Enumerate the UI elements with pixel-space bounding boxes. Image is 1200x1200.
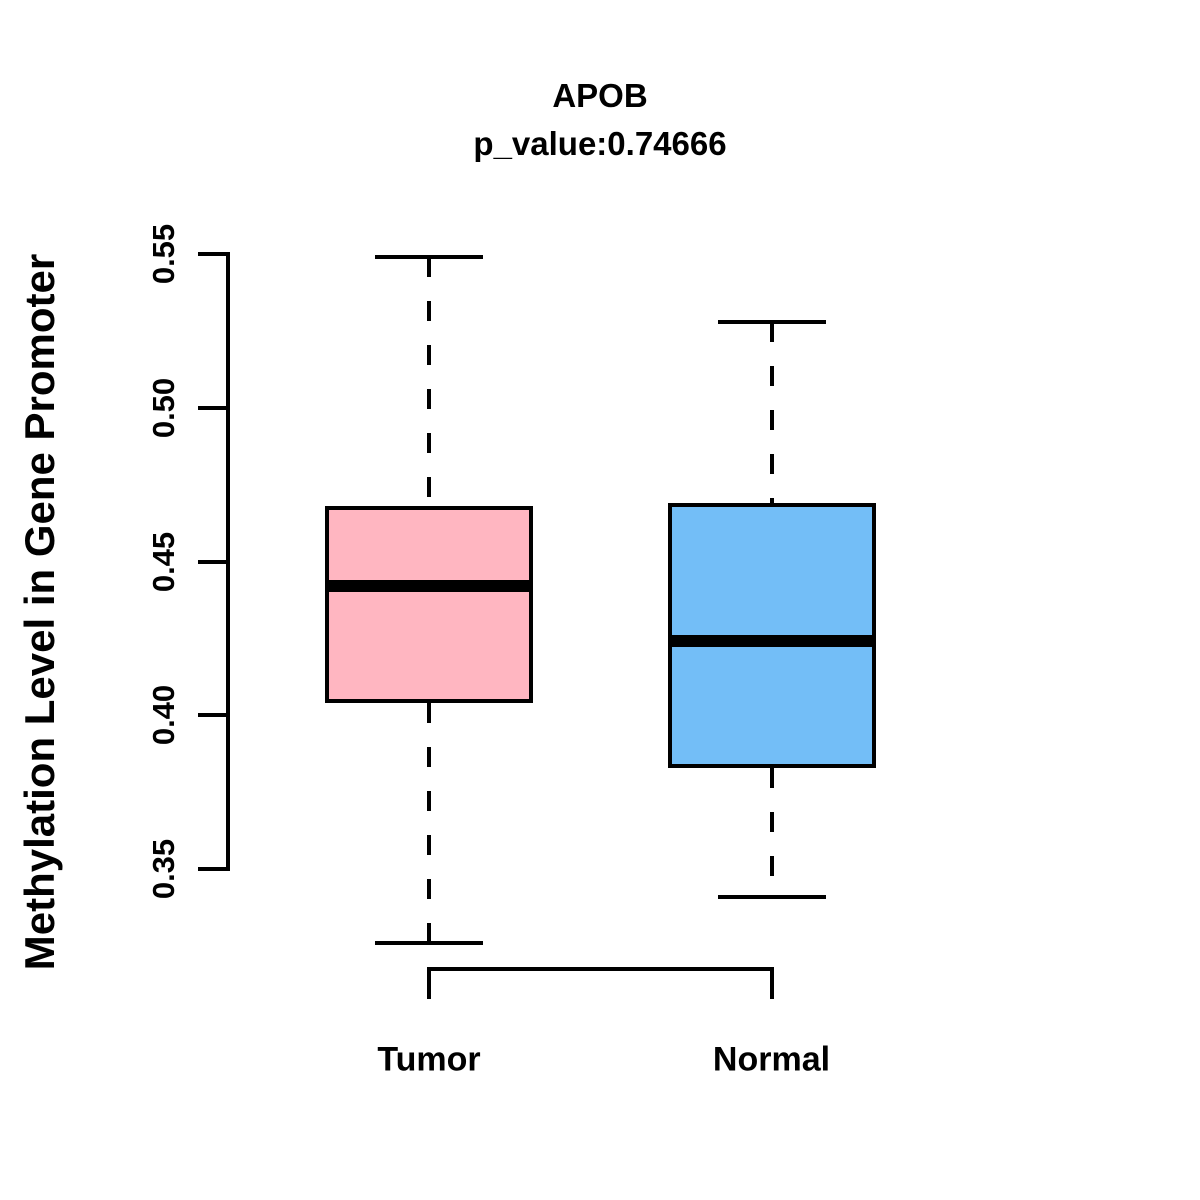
y-tick-0.55 [198,252,226,256]
y-tick-0.50 [198,405,226,410]
normal-median-line [667,635,876,648]
tumor-upper-whisker-cap [375,255,483,260]
normal-lower-whisker-cap [717,894,826,899]
y-tick-0.35 [198,867,226,871]
normal-upper-whisker-cap [717,319,826,324]
x-tick-label-tumor: Tumor [377,1040,481,1079]
y-tick-0.45 [198,559,226,564]
y-tick-0.40 [198,713,226,718]
chart-title-block: APOB p_value:0.74666 [0,72,1200,168]
chart-title: APOB [552,77,648,114]
y-tick-label-0.40: 0.40 [146,685,181,746]
tumor-lower-whisker [427,702,431,943]
y-axis-line [226,252,230,871]
x-axis-tick-normal [769,969,774,999]
x-tick-label-normal: Normal [712,1040,831,1079]
tumor-box [325,506,533,703]
chart-subtitle-pvalue: p_value:0.74666 [473,125,727,162]
normal-lower-whisker [769,767,774,897]
tumor-upper-whisker [427,257,431,507]
tumor-median-line [325,580,533,593]
y-tick-label-0.50: 0.50 [146,377,181,438]
y-tick-label-0.35: 0.35 [146,838,181,900]
x-axis-tick-tumor [427,969,431,999]
y-tick-label-0.45: 0.45 [146,531,181,592]
tumor-lower-whisker-cap [375,940,483,945]
normal-upper-whisker [769,321,774,504]
normal-box [667,503,876,768]
y-tick-label-0.55: 0.55 [146,223,181,285]
x-axis-line [427,967,774,971]
